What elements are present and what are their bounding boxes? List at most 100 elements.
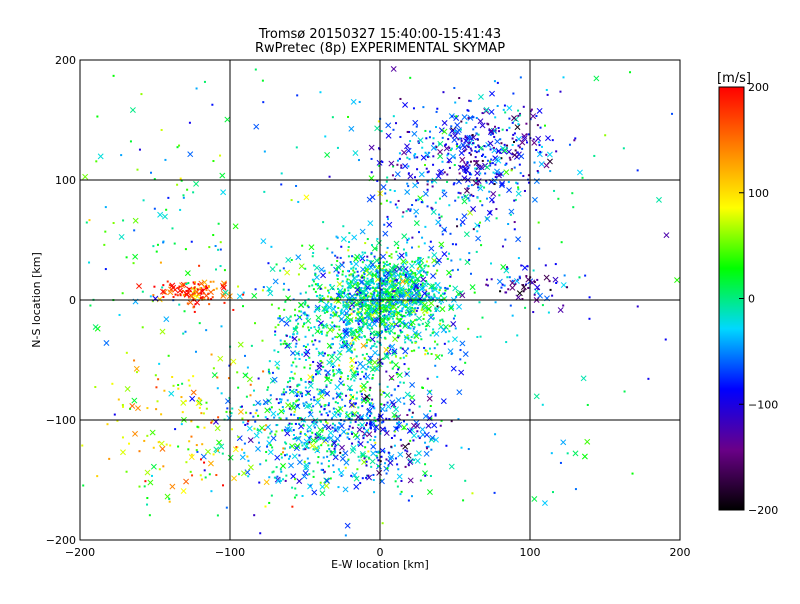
data-point <box>485 179 488 182</box>
data-point-x <box>475 164 482 171</box>
data-point <box>295 437 298 440</box>
data-point <box>371 300 374 303</box>
data-point-x <box>350 98 357 105</box>
data-point <box>154 374 157 377</box>
data-point <box>436 343 439 346</box>
data-point <box>409 307 412 310</box>
data-point <box>435 146 438 149</box>
data-point <box>326 422 329 425</box>
data-point <box>400 303 403 306</box>
data-point <box>373 416 376 419</box>
data-point-x <box>406 309 413 316</box>
data-point <box>287 288 290 291</box>
data-point <box>399 268 402 271</box>
data-point <box>197 397 200 400</box>
data-point <box>392 313 395 316</box>
data-point <box>510 169 513 172</box>
data-point <box>430 352 433 355</box>
data-point <box>88 219 91 222</box>
data-point <box>429 405 432 408</box>
data-point <box>547 311 550 314</box>
data-point-x <box>450 365 457 372</box>
data-point-x <box>267 290 274 297</box>
data-point-x <box>593 75 600 82</box>
data-point <box>377 282 380 285</box>
data-point <box>381 269 384 272</box>
data-point <box>388 311 391 314</box>
data-point <box>458 137 461 140</box>
data-point <box>518 275 521 278</box>
data-point <box>443 342 446 345</box>
data-point <box>353 371 356 374</box>
data-point <box>374 428 377 431</box>
data-point <box>365 464 368 467</box>
data-point <box>308 405 311 408</box>
data-point <box>432 155 435 158</box>
data-point <box>402 427 405 430</box>
data-point <box>303 442 306 445</box>
data-point <box>383 326 386 329</box>
data-point <box>400 331 403 334</box>
data-point <box>412 107 415 110</box>
data-point <box>428 136 431 139</box>
data-point <box>295 326 298 329</box>
data-point <box>444 229 447 232</box>
data-point <box>460 137 463 140</box>
data-point <box>158 468 161 471</box>
data-point <box>300 418 303 421</box>
data-point <box>299 292 302 295</box>
data-point <box>270 303 273 306</box>
data-point <box>392 320 395 323</box>
data-point <box>375 450 378 453</box>
data-point-x <box>441 120 448 126</box>
data-point <box>266 417 269 420</box>
data-point <box>629 71 632 74</box>
data-point <box>358 325 361 328</box>
data-point <box>272 470 275 473</box>
data-point <box>112 222 115 225</box>
data-point <box>317 307 320 310</box>
data-point <box>475 116 478 119</box>
data-point <box>343 288 346 291</box>
data-point <box>354 319 357 322</box>
data-point <box>275 466 278 469</box>
data-point <box>374 305 377 308</box>
data-point <box>396 206 399 209</box>
data-point <box>238 473 241 476</box>
data-point <box>373 255 376 258</box>
data-point-x <box>387 459 394 466</box>
data-point-x <box>311 489 318 496</box>
data-point <box>420 273 423 276</box>
data-point <box>222 484 225 487</box>
data-point <box>391 367 394 370</box>
data-point <box>584 274 587 277</box>
data-point <box>417 258 420 261</box>
data-point <box>290 370 293 373</box>
data-point <box>326 455 329 458</box>
data-point-x <box>457 164 464 171</box>
data-point <box>312 288 315 291</box>
data-point <box>395 250 398 253</box>
data-point <box>412 327 415 330</box>
data-point <box>296 385 299 388</box>
data-point <box>224 281 227 284</box>
data-point-x <box>169 483 176 490</box>
data-point <box>394 355 397 358</box>
data-point <box>222 283 225 286</box>
data-point <box>521 147 524 150</box>
data-point <box>331 353 334 356</box>
data-point-x <box>442 323 449 330</box>
data-point <box>176 183 179 186</box>
data-point <box>301 395 304 398</box>
data-point <box>81 444 84 447</box>
data-point <box>395 290 398 293</box>
data-point-x <box>535 135 542 142</box>
data-point <box>532 311 535 314</box>
data-point <box>505 129 508 132</box>
data-point <box>456 145 459 148</box>
data-point <box>389 189 392 192</box>
data-point <box>371 376 374 379</box>
data-point-x <box>346 282 353 289</box>
data-point <box>489 160 492 163</box>
data-point <box>433 294 436 297</box>
